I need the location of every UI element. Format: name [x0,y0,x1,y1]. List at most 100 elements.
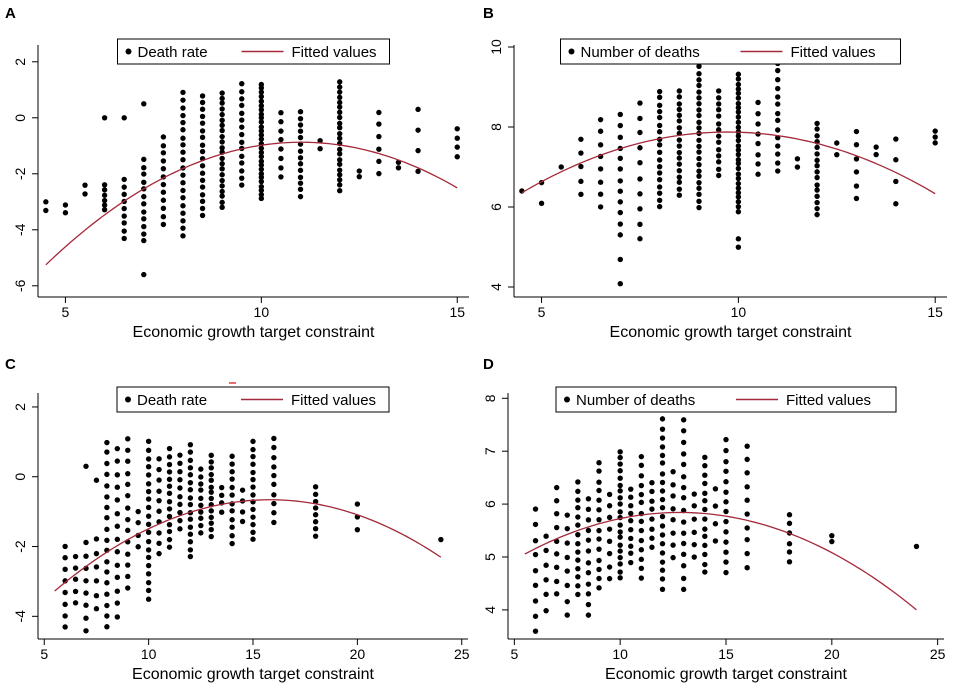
data-point [638,565,645,571]
data-point [873,144,879,150]
data-point [376,170,382,177]
data-point [180,142,186,148]
data-point [258,107,265,113]
data-point [278,165,284,171]
data-point [617,188,623,194]
data-point [538,200,545,207]
data-point [696,161,702,168]
data-point [715,139,722,145]
data-point [696,100,702,107]
y-tick-label: 4 [482,606,498,614]
data-point [606,550,613,557]
data-point [278,109,284,116]
data-point [208,452,214,459]
data-point [680,439,687,446]
data-point [337,104,343,110]
data-point [156,530,162,536]
data-point [93,536,100,542]
data-point [454,154,460,160]
data-point [691,554,697,560]
data-point [180,135,186,141]
data-point [187,524,194,530]
data-point [337,151,343,157]
data-point [814,163,820,169]
data-point [617,209,623,216]
data-point [62,202,69,208]
data-point [814,199,820,206]
data-point [219,188,225,195]
data-point [670,493,676,499]
data-point [160,150,167,156]
data-point [735,109,742,115]
data-point [219,95,225,102]
data-point [585,527,592,534]
legend-label-fit: Fitted values [791,44,876,61]
legend-label-points: Death rate [137,392,207,409]
data-point [72,588,79,595]
data-point [198,487,204,493]
data-point [834,151,840,158]
data-point [199,142,206,148]
panel-c: C 5 10 15 20 25 -4 -2 0 2 Economic growth target c… [5,356,470,683]
x-tick-label: 15 [245,646,261,662]
data-point [187,501,194,508]
data-point [656,129,663,135]
data-point [638,453,645,460]
data-point [121,176,127,183]
data-point [617,134,623,140]
data-point [637,176,643,182]
x-axis-title: Economic growth target constraint [605,666,847,683]
data-point [145,513,152,519]
data-point [596,497,602,503]
data-point [735,185,742,191]
data-point [114,484,121,490]
data-point [166,469,173,475]
x-tick-label: 10 [612,646,628,662]
data-point [180,105,186,111]
legend-marker-icon [564,396,570,403]
data-point [258,119,265,125]
data-point [438,536,444,543]
data-point [638,518,645,525]
data-point [312,511,319,518]
data-point [145,562,152,569]
plot-region [513,44,948,298]
data-point [543,591,549,598]
data-point [72,565,79,571]
data-point [656,176,663,183]
x-tick-label: 15 [927,304,943,320]
data-point [680,428,687,434]
data-point [72,576,79,582]
data-point [250,514,256,520]
data-point [415,127,421,133]
data-point [239,96,245,102]
data-point [104,483,110,489]
data-point [160,134,167,140]
data-point [376,158,382,165]
data-point [794,156,801,162]
data-point [104,559,110,565]
data-point [659,460,666,466]
data-point [670,468,676,475]
data-point [617,548,623,554]
data-point [532,613,539,619]
data-point [337,177,343,183]
data-point [160,213,167,220]
data-point [258,191,265,198]
data-point [702,472,708,478]
data-point [680,484,687,491]
data-point [218,492,225,499]
data-point [715,159,722,165]
data-point [553,578,560,585]
fitted-curve [45,141,458,266]
data-point [596,546,602,552]
data-point [177,517,183,524]
data-point [187,457,194,464]
data-point [229,461,235,467]
fitted-curve [521,131,936,195]
data-point [114,536,121,543]
data-point [617,468,623,474]
data-point [702,542,708,549]
data-point [702,506,708,513]
data-point [156,456,162,462]
